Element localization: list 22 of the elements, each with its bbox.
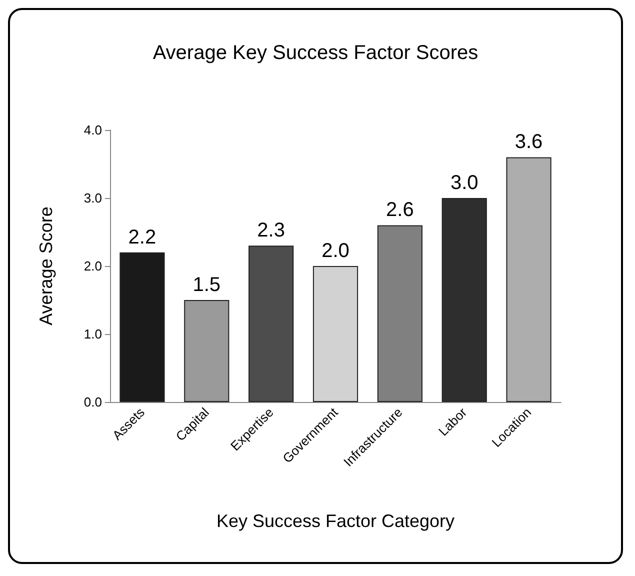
data-label: 3.0 (450, 172, 478, 194)
bar (184, 300, 230, 402)
chart-title: Average Key Success Factor Scores (152, 42, 478, 64)
bar (120, 252, 165, 402)
data-label: 3.6 (514, 131, 543, 154)
data-label: 2.2 (128, 226, 156, 248)
y-tick-label: 1.0 (84, 326, 102, 342)
x-axis-title: Key Success Factor Category (216, 511, 455, 531)
bar (377, 225, 422, 402)
data-label: 2.6 (386, 199, 414, 222)
bar (442, 198, 487, 402)
data-label: 2.0 (322, 240, 350, 262)
data-label: 1.5 (192, 274, 221, 296)
data-label: 2.3 (257, 220, 285, 242)
bar (312, 266, 358, 402)
bar (248, 246, 294, 402)
y-tick-label: 3.0 (84, 190, 102, 206)
y-axis-title: Average Score (36, 206, 56, 326)
bar (506, 157, 552, 402)
y-tick-label: 4.0 (84, 122, 102, 138)
y-tick-label: 0.0 (84, 394, 102, 410)
y-tick-label: 2.0 (84, 258, 102, 274)
